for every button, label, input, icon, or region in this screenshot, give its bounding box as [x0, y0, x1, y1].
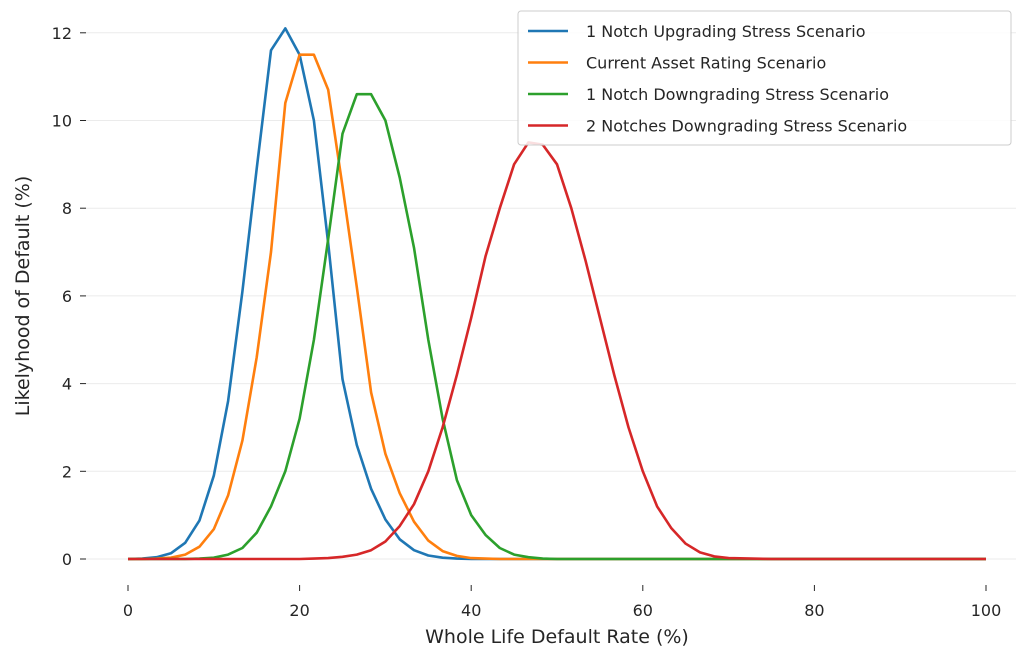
series-lines — [127, 27, 986, 561]
legend-box — [517, 10, 1012, 146]
y-axis-label: Likelyhood of Default (%) — [12, 176, 34, 417]
x-tick-label-1: 20 — [289, 601, 309, 620]
legend-label-4: 2 Notches Downgrading Stress Scenario — [586, 117, 907, 136]
legend-label-2: Current Asset Rating Scenario — [586, 54, 826, 73]
x-axis-ticks: 0 20 40 60 80 100 — [123, 585, 1001, 620]
legend-label-3: 1 Notch Downgrading Stress Scenario — [586, 85, 889, 104]
x-tick-label-2: 40 — [461, 601, 481, 620]
x-tick-label-5: 100 — [971, 601, 1002, 620]
y-axis-ticks: 0 2 4 6 8 10 12 — [52, 24, 86, 569]
legend-label-1: 1 Notch Upgrading Stress Scenario — [586, 22, 866, 41]
series-line-3 — [128, 92, 986, 561]
y-tick-label-6: 12 — [52, 24, 72, 43]
x-tick-label-4: 80 — [804, 601, 824, 620]
y-tick-label-2: 4 — [62, 375, 72, 394]
y-tick-label-1: 2 — [62, 462, 72, 481]
y-tick-label-0: 0 — [62, 550, 72, 569]
y-tick-label-5: 10 — [52, 112, 72, 131]
y-tick-label-4: 8 — [62, 199, 72, 218]
legend: 1 Notch Upgrading Stress Scenario Current… — [517, 10, 1012, 146]
series-line-4 — [128, 141, 986, 561]
x-tick-label-0: 0 — [123, 601, 133, 620]
y-tick-label-3: 6 — [62, 287, 72, 306]
x-axis-label: Whole Life Default Rate (%) — [425, 626, 689, 648]
x-tick-label-3: 60 — [633, 601, 653, 620]
